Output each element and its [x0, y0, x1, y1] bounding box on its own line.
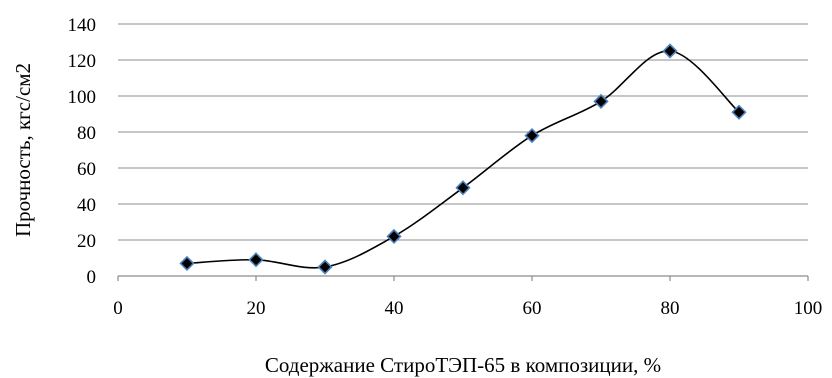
y-tick-label: 140 — [68, 15, 97, 36]
x-tick-label: 60 — [523, 298, 542, 319]
y-tick-label: 100 — [68, 87, 97, 108]
y-tick-label: 20 — [77, 231, 96, 252]
y-tick-label: 120 — [68, 51, 97, 72]
y-tick-labels: 0 20 40 60 80 100 120 140 — [68, 15, 97, 288]
data-point — [524, 127, 540, 144]
y-tick-label: 60 — [77, 159, 96, 180]
y-tick-label: 0 — [87, 267, 97, 288]
x-axis-title: Содержание СтироТЭП-65 в композиции, % — [265, 353, 661, 377]
axes — [117, 275, 809, 281]
data-point — [662, 43, 678, 59]
data-points — [179, 43, 747, 275]
data-point — [317, 259, 333, 275]
x-tick-labels: 0 20 40 60 80 100 — [113, 298, 822, 319]
data-point — [179, 255, 195, 272]
data-point — [455, 180, 471, 196]
y-axis-title: Прочность, кгс/см2 — [11, 63, 35, 237]
x-tick-label: 100 — [794, 298, 823, 319]
data-point — [386, 228, 402, 245]
y-tick-label: 80 — [77, 123, 96, 144]
x-tick-label: 0 — [113, 298, 123, 319]
data-point — [731, 104, 747, 120]
grid-lines — [118, 23, 808, 241]
x-tick-label: 20 — [247, 298, 266, 319]
data-point — [248, 252, 264, 268]
data-point — [593, 93, 609, 110]
x-tick-label: 40 — [385, 298, 404, 319]
y-tick-label: 40 — [77, 195, 96, 216]
x-tick-label: 80 — [661, 298, 680, 319]
series-line — [186, 50, 740, 269]
